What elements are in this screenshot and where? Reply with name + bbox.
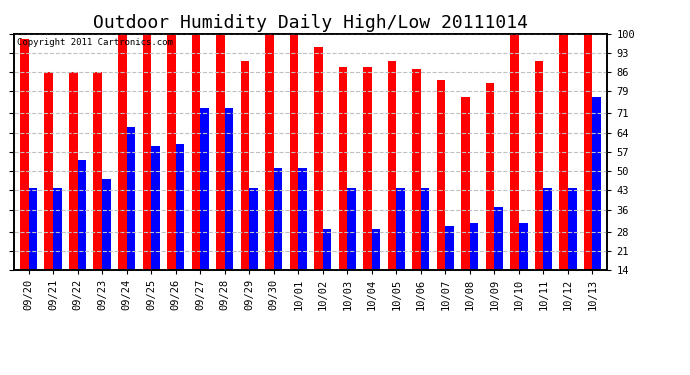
Bar — [470, 223, 478, 270]
Bar — [372, 229, 380, 270]
Bar — [167, 34, 176, 270]
Text: Copyright 2011 Cartronics.com: Copyright 2011 Cartronics.com — [17, 39, 172, 48]
Bar — [298, 168, 307, 270]
Bar — [519, 223, 528, 270]
Bar — [77, 160, 86, 270]
Bar — [93, 72, 102, 270]
Bar — [437, 81, 445, 270]
Bar — [274, 168, 282, 270]
Bar — [20, 39, 28, 270]
Bar — [249, 188, 258, 270]
Bar — [462, 97, 470, 270]
Bar — [216, 34, 225, 270]
Bar — [544, 188, 552, 270]
Bar — [445, 226, 454, 270]
Bar — [323, 229, 331, 270]
Bar — [143, 34, 151, 270]
Bar — [421, 188, 429, 270]
Bar — [28, 188, 37, 270]
Bar — [339, 67, 347, 270]
Bar — [69, 72, 77, 270]
Bar — [511, 34, 519, 270]
Bar — [53, 188, 61, 270]
Bar — [151, 146, 159, 270]
Bar — [347, 188, 356, 270]
Bar — [584, 34, 593, 270]
Bar — [225, 108, 233, 270]
Bar — [241, 61, 249, 270]
Bar — [568, 188, 577, 270]
Bar — [495, 207, 503, 270]
Bar — [560, 34, 568, 270]
Bar — [44, 72, 53, 270]
Bar — [290, 34, 298, 270]
Bar — [486, 83, 495, 270]
Bar — [388, 61, 396, 270]
Bar — [176, 144, 184, 270]
Bar — [102, 179, 110, 270]
Bar — [192, 34, 200, 270]
Bar — [535, 61, 544, 270]
Bar — [593, 97, 601, 270]
Bar — [118, 34, 126, 270]
Bar — [126, 127, 135, 270]
Bar — [363, 67, 372, 270]
Bar — [396, 188, 405, 270]
Title: Outdoor Humidity Daily High/Low 20111014: Outdoor Humidity Daily High/Low 20111014 — [93, 14, 528, 32]
Bar — [200, 108, 209, 270]
Bar — [265, 34, 274, 270]
Bar — [412, 69, 421, 270]
Bar — [314, 48, 323, 270]
